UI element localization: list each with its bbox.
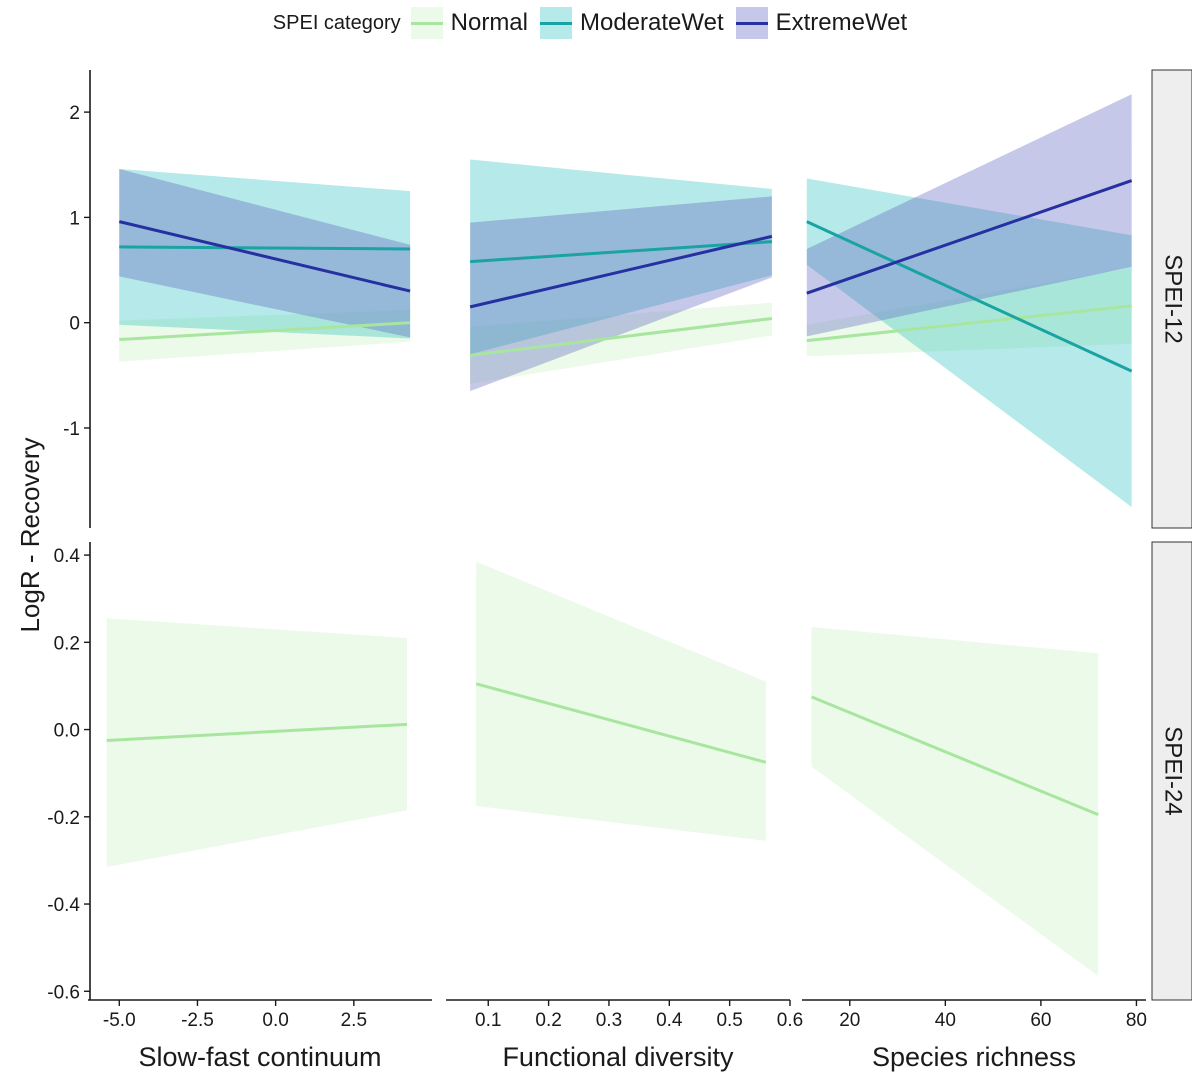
x-tick-label-slow-fast-continuum: -5.0 [103, 1010, 136, 1031]
legend-key-normal [410, 7, 443, 39]
line-extremewet-spei-12-functional-diversity [469, 234, 773, 309]
ribbon-normal-spei-24-slow-fast-continuum [106, 618, 407, 867]
line-extremewet-spei-12-species-richness [806, 179, 1133, 295]
y-tick-label-spei-12: 1 [69, 208, 80, 229]
legend-item-extremewet: ExtremeWet [735, 7, 908, 39]
legend-key-extremewet [735, 7, 768, 39]
line-normal-spei-12-functional-diversity [469, 316, 773, 357]
y-tick-label-spei-24: 0.0 [54, 721, 80, 742]
legend: SPEI category Normal ModerateWet Extreme… [0, 6, 1192, 40]
line-normal-spei-24-species-richness [810, 695, 1099, 817]
y-tick-label-spei-12: 2 [69, 103, 80, 124]
ribbon-normal-spei-24-functional-diversity [476, 561, 766, 841]
x-tick-label-slow-fast-continuum: 0.0 [262, 1010, 288, 1031]
y-tick-label-spei-24: -0.2 [47, 808, 80, 829]
ribbon-extremewet-spei-12-species-richness [806, 94, 1132, 337]
ribbon-extremewet-spei-12-functional-diversity [470, 196, 772, 392]
legend-key-moderatewet [539, 7, 572, 39]
ribbon-moderatewet-spei-12-slow-fast-continuum [119, 168, 411, 339]
strip-spei-12 [1151, 69, 1192, 529]
y-tick-label-spei-24: 0.4 [54, 546, 81, 567]
strip-spei-24 [1151, 541, 1192, 1001]
line-moderatewet-spei-12-species-richness [806, 220, 1133, 373]
line-normal-spei-24-functional-diversity [475, 682, 767, 764]
strip-label-spei-24: SPEI-24 [1160, 726, 1187, 815]
y-tick-label-spei-24: -0.4 [47, 895, 80, 916]
y-axis-title: LogR - Recovery [15, 437, 45, 632]
line-extremewet-spei-12-slow-fast-continuum [118, 220, 411, 293]
x-tick-label-functional-diversity: 0.4 [656, 1010, 683, 1031]
ribbon-normal-spei-24-species-richness [811, 627, 1099, 977]
x-tick-label-species-richness: 80 [1126, 1010, 1147, 1031]
line-moderatewet-spei-12-functional-diversity [470, 240, 772, 264]
x-tick-label-species-richness: 60 [1030, 1010, 1051, 1031]
x-tick-label-slow-fast-continuum: -2.5 [181, 1010, 214, 1031]
x-tick-label-functional-diversity: 0.2 [535, 1010, 561, 1031]
legend-title: SPEI category [272, 11, 401, 34]
x-tick-label-species-richness: 20 [839, 1010, 860, 1031]
legend-label-normal: Normal [450, 9, 528, 36]
ribbon-moderatewet-spei-12-functional-diversity [470, 159, 772, 355]
y-tick-label-spei-12: -1 [63, 419, 80, 440]
y-tick-label-spei-24: -0.6 [47, 982, 80, 1003]
x-axis-title-species-richness: Species richness [872, 1042, 1076, 1072]
legend-item-normal: Normal [410, 7, 528, 39]
x-tick-label-functional-diversity: 0.6 [777, 1010, 803, 1031]
x-tick-label-functional-diversity: 0.3 [596, 1010, 622, 1031]
x-tick-label-species-richness: 40 [935, 1010, 956, 1031]
legend-label-extremewet: ExtremeWet [775, 9, 908, 36]
line-normal-spei-24-slow-fast-continuum [106, 722, 408, 742]
ribbon-normal-spei-12-functional-diversity [470, 302, 772, 384]
x-tick-label-slow-fast-continuum: 2.5 [341, 1010, 367, 1031]
ribbon-normal-spei-12-slow-fast-continuum [119, 310, 411, 362]
ribbon-extremewet-spei-12-slow-fast-continuum [119, 168, 411, 338]
legend-item-moderatewet: ModerateWet [539, 7, 724, 39]
x-tick-label-functional-diversity: 0.5 [716, 1010, 742, 1031]
x-axis-title-functional-diversity: Functional diversity [502, 1042, 734, 1072]
line-normal-spei-12-slow-fast-continuum [119, 321, 411, 342]
x-axis-title-slow-fast-continuum: Slow-fast continuum [138, 1042, 381, 1072]
y-tick-label-spei-24: 0.2 [54, 633, 80, 654]
y-tick-label-spei-12: 0 [69, 314, 80, 335]
strip-label-spei-12: SPEI-12 [1160, 254, 1187, 343]
x-tick-label-functional-diversity: 0.1 [475, 1010, 501, 1031]
line-normal-spei-12-species-richness [806, 304, 1132, 343]
line-moderatewet-spei-12-slow-fast-continuum [119, 245, 411, 251]
legend-label-moderatewet: ModerateWet [579, 9, 724, 36]
